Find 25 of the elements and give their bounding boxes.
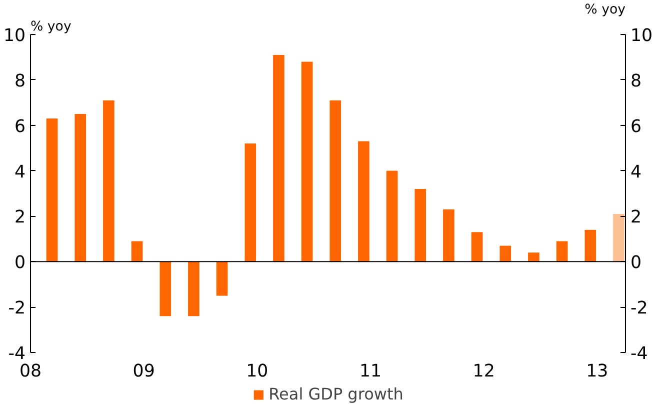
y2-tick-label: 6	[630, 116, 642, 137]
y2-tick-label: 8	[630, 71, 642, 92]
legend-label: Real GDP growth	[268, 384, 404, 404]
y-tick-label: 6	[14, 116, 26, 137]
y-tick-label: 10	[3, 26, 26, 46]
y-tick-label: 4	[14, 162, 26, 182]
y2-tick-label: 2	[630, 208, 642, 228]
y2-tick-label: 10	[630, 26, 653, 46]
y-tick-label: 0	[14, 253, 26, 274]
y-tick-label: -4	[8, 344, 26, 364]
y-tick-label: -2	[8, 298, 26, 319]
y2-tick-label: -2	[630, 298, 648, 319]
x-tick-label: 08	[19, 362, 42, 382]
y-axis-title: % yoy	[30, 20, 72, 34]
x-tick-label: 09	[132, 362, 155, 382]
x-tick-label: 10	[246, 362, 268, 382]
x-tick-label: 13	[586, 362, 608, 382]
y2-tick-label: 4	[630, 162, 642, 182]
y2-tick-label: 0	[630, 253, 642, 274]
y2-tick-label: -4	[630, 344, 648, 364]
y2-axis-title: % yoy	[584, 2, 626, 18]
x-tick-label: 11	[359, 362, 382, 382]
x-tick-label: 12	[472, 362, 495, 382]
y-tick-label: 2	[14, 208, 26, 228]
y-tick-label: 8	[14, 71, 26, 92]
